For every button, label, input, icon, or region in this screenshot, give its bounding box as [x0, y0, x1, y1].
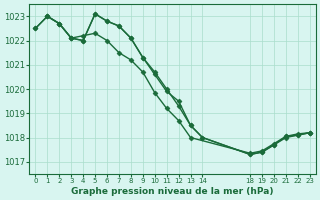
- X-axis label: Graphe pression niveau de la mer (hPa): Graphe pression niveau de la mer (hPa): [71, 187, 274, 196]
